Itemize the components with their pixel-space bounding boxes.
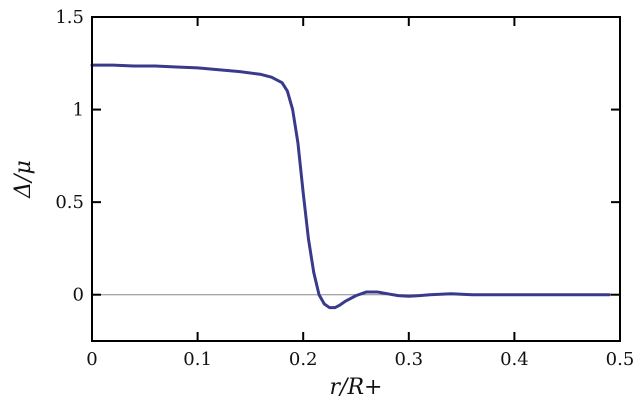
x-tick-label: 0 (86, 349, 97, 370)
y-tick-label: 1.5 (55, 7, 84, 28)
y-tick-label: 0 (73, 285, 84, 306)
x-tick-label: 0.4 (500, 349, 529, 370)
tick-layer: 0 0.1 0.2 0.3 0.4 0.5 0 0.5 1 1.5 (55, 7, 634, 370)
y-axis-label: Δ/μ (11, 160, 36, 199)
x-tick-label: 0.1 (183, 349, 212, 370)
x-tick-label: 0.3 (394, 349, 423, 370)
y-tick-label: 0.5 (55, 192, 84, 213)
series-line-0 (90, 63, 611, 310)
x-axis-label: r/R+ (330, 375, 383, 400)
plot-frame (91, 16, 621, 342)
series-layer (90, 63, 611, 310)
x-tick-label: 0.2 (289, 349, 318, 370)
y-tick-label: 1 (73, 100, 84, 121)
x-tick-label: 0.5 (606, 349, 635, 370)
